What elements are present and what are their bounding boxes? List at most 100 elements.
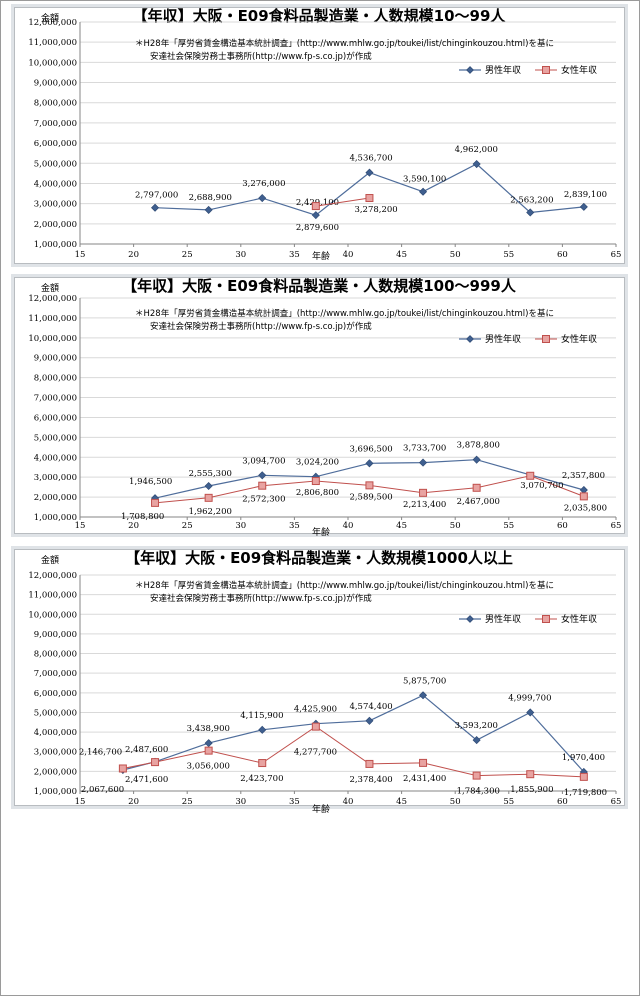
- male-data-label: 4,574,400: [349, 702, 392, 712]
- male-data-label: 2,563,200: [510, 195, 553, 205]
- y-tick-label: 6,000,000: [34, 689, 77, 699]
- x-tick-label: 20: [128, 521, 139, 531]
- x-tick-label: 55: [503, 250, 514, 260]
- legend-female-label: 女性年収: [561, 333, 597, 345]
- female-data-label: 1,784,300: [457, 787, 500, 797]
- male-data-point: [419, 691, 428, 700]
- y-tick-label: 2,000,000: [34, 767, 77, 777]
- x-tick-label: 15: [75, 521, 86, 531]
- male-data-point: [365, 459, 374, 468]
- female-data-point: [151, 758, 160, 767]
- chart-panel-inner: [14, 7, 625, 264]
- x-tick-label: 35: [289, 521, 300, 531]
- male-data-point: [204, 205, 213, 214]
- female-data-point: [311, 202, 320, 211]
- female-data-label: 4,277,700: [294, 748, 337, 758]
- x-tick-label: 65: [611, 250, 622, 260]
- male-data-label: 2,487,600: [125, 745, 168, 755]
- male-data-point: [365, 168, 374, 177]
- y-tick-label: 9,000,000: [34, 630, 77, 640]
- x-tick-label: 35: [289, 250, 300, 260]
- x-tick-label: 50: [450, 250, 461, 260]
- female-data-label: 2,471,600: [125, 775, 168, 785]
- male-data-label: 4,999,700: [508, 693, 551, 703]
- x-tick-label: 45: [396, 250, 407, 260]
- male-data-label: 1,946,500: [129, 477, 172, 487]
- chart-svg: 【年収】大阪・E09食料品製造業・人数規模1000人以上 金額 1,000,000 2…: [28, 549, 621, 815]
- x-tick-label: 25: [182, 797, 193, 807]
- female-data-point: [204, 493, 213, 502]
- male-data-label: 2,357,800: [562, 471, 605, 481]
- female-series-line: [315, 197, 370, 207]
- y-tick-label: 8,000,000: [34, 650, 77, 660]
- male-data-label: 4,425,900: [294, 705, 337, 715]
- x-tick-label: 40: [343, 521, 354, 531]
- x-tick-label: 55: [503, 797, 514, 807]
- x-tick-label: 30: [235, 797, 246, 807]
- male-data-point: [472, 455, 481, 464]
- female-data-point: [204, 746, 213, 755]
- male-data-label: 2,067,600: [81, 785, 124, 795]
- male-data-label: 3,094,700: [242, 456, 285, 466]
- y-tick-label: 11,000,000: [28, 314, 77, 324]
- female-data-point: [258, 759, 267, 768]
- x-tick-label: 15: [75, 250, 86, 260]
- male-data-label: 3,590,100: [403, 175, 446, 185]
- chart-title: 【年収】大阪・E09食料品製造業・人数規模1000人以上: [125, 549, 513, 567]
- male-data-label: 3,276,000: [242, 179, 285, 189]
- legend-male-marker: [466, 66, 474, 74]
- y-tick-label: 4,000,000: [34, 179, 77, 189]
- male-data-point: [311, 211, 320, 220]
- x-tick-label: 35: [289, 797, 300, 807]
- source-note-line1: ＊H28年「厚労省賃金構造基本統計調査」(http://www.mhlw.go.…: [135, 308, 554, 319]
- x-tick-label: 30: [235, 521, 246, 531]
- legend-male-label: 男性年収: [485, 64, 521, 76]
- y-tick-label: 8,000,000: [34, 99, 77, 109]
- y-tick-label: 12,000,000: [28, 18, 77, 28]
- legend-female-marker: [542, 66, 550, 74]
- x-tick-label: 20: [128, 797, 139, 807]
- y-tick-label: 3,000,000: [34, 748, 77, 758]
- male-series-line: [154, 459, 584, 499]
- male-data-point: [419, 458, 428, 467]
- female-data-label: 3,056,000: [187, 762, 230, 772]
- chart-panel-size-10-99: 【年収】大阪・E09食料品製造業・人数規模10～99人 金額 1,000,000 2,…: [11, 4, 628, 267]
- female-data-label: 1,708,800: [121, 512, 164, 522]
- male-data-point: [419, 187, 428, 196]
- y-tick-label: 1,000,000: [34, 240, 77, 250]
- y-tick-label: 5,000,000: [34, 708, 77, 718]
- y-tick-label: 10,000,000: [28, 610, 77, 620]
- x-tick-label: 15: [75, 797, 86, 807]
- source-note-line2: 安達社会保険労務士事務所(http://www.fp-s.co.jp)が作成: [150, 321, 372, 332]
- female-data-point: [419, 488, 428, 497]
- x-tick-label: 50: [450, 797, 461, 807]
- male-data-label: 3,733,700: [403, 444, 446, 454]
- male-data-point: [204, 739, 213, 748]
- female-data-point: [365, 759, 374, 768]
- x-tick-label: 40: [343, 797, 354, 807]
- male-data-label: 2,797,000: [135, 191, 178, 201]
- legend-female-marker: [542, 615, 550, 623]
- male-data-point: [526, 208, 535, 217]
- x-tick-label: 60: [557, 250, 568, 260]
- x-axis-label: 年齢: [312, 526, 330, 537]
- female-data-point: [419, 758, 428, 767]
- female-data-label: 1,962,200: [189, 507, 232, 517]
- female-data-label: 1,719,800: [564, 788, 607, 798]
- female-data-label: 2,423,700: [240, 774, 283, 784]
- y-tick-label: 2,000,000: [34, 220, 77, 230]
- y-tick-label: 7,000,000: [34, 119, 77, 129]
- y-tick-label: 5,000,000: [34, 433, 77, 443]
- y-tick-label: 4,000,000: [34, 453, 77, 463]
- legend-female-label: 女性年収: [561, 64, 597, 76]
- male-data-point: [204, 482, 213, 491]
- female-data-label: 2,467,000: [457, 497, 500, 507]
- female-data-point: [472, 771, 481, 780]
- chart-svg: 【年収】大阪・E09食料品製造業・人数規模100～999人 金額 1,000,000…: [28, 277, 621, 537]
- male-data-label: 2,555,300: [189, 469, 232, 479]
- female-data-label: 2,378,400: [349, 775, 392, 785]
- female-data-point: [311, 477, 320, 486]
- x-axis-label: 年齢: [312, 803, 330, 815]
- female-data-point: [472, 483, 481, 492]
